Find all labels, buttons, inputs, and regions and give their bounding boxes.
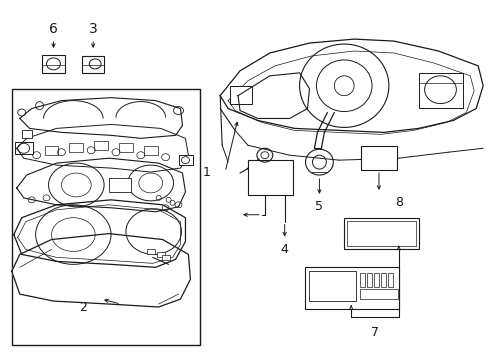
Bar [21, 130, 32, 138]
Text: 7: 7 [370, 326, 378, 339]
Bar [15, 142, 33, 154]
Text: 1: 1 [202, 166, 210, 179]
Bar [304, 267, 398, 309]
Bar [359, 289, 397, 299]
Bar [109, 178, 131, 192]
Bar [247, 160, 292, 195]
Bar [82, 56, 104, 73]
Bar [69, 143, 83, 152]
Text: 2: 2 [79, 301, 87, 314]
Polygon shape [220, 39, 482, 132]
Text: 4: 4 [280, 243, 288, 256]
Bar [230, 86, 251, 104]
Polygon shape [14, 200, 185, 267]
Bar [146, 249, 154, 255]
Polygon shape [20, 98, 182, 138]
Bar [12, 89, 200, 345]
Bar [366, 273, 371, 287]
Bar [44, 146, 59, 155]
Polygon shape [12, 234, 190, 307]
Bar [143, 146, 157, 155]
Bar [387, 273, 392, 287]
Text: 8: 8 [394, 196, 402, 209]
Bar [373, 273, 378, 287]
Bar [360, 146, 396, 170]
Bar [380, 273, 385, 287]
Polygon shape [17, 125, 188, 172]
Text: 5: 5 [315, 200, 323, 213]
Text: 6: 6 [49, 22, 58, 36]
Bar [359, 273, 365, 287]
Bar [418, 73, 462, 108]
Bar [162, 255, 169, 260]
Text: 3: 3 [89, 22, 97, 36]
Bar [344, 218, 418, 249]
Bar [308, 271, 355, 301]
Bar [41, 55, 65, 73]
Bar [156, 252, 164, 257]
Bar [178, 155, 193, 165]
Polygon shape [238, 73, 309, 118]
Bar [346, 221, 415, 247]
Polygon shape [17, 158, 185, 212]
Bar [94, 141, 108, 150]
Bar [119, 143, 133, 152]
